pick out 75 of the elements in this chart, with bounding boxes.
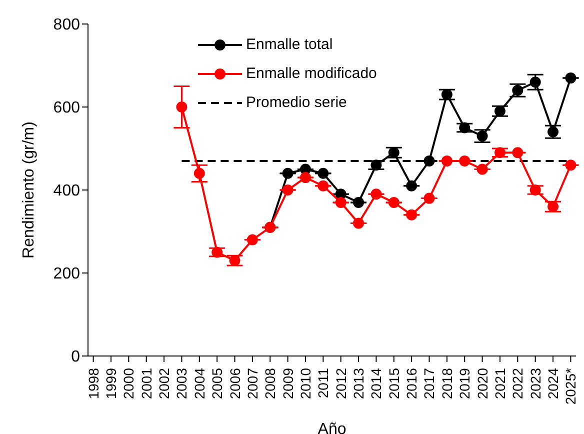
legend-label: Enmalle total [246,36,333,53]
point [282,184,294,196]
point [548,126,559,138]
point [548,201,559,212]
x-tick-label: 1998 [85,368,102,400]
x-tick-label: 2018 [438,368,455,400]
point [229,255,240,266]
point [424,192,435,204]
point [476,164,488,175]
point [406,180,418,192]
x-tick-label: 2007 [244,368,260,400]
legend-label: Enmalle modificado [246,65,377,82]
x-tick-label: 2013 [350,368,367,400]
point [318,168,329,179]
x-axis-title: Año [318,421,346,434]
x-tick-label: 2021 [492,368,508,400]
point [441,89,452,100]
x-tick-label: 1999 [102,368,119,400]
x-tick-label: 2004 [191,368,208,400]
x-tick-label: 2002 [156,368,172,400]
x-tick-label: 2000 [120,368,137,400]
y-tick-label: 0 [71,348,80,366]
point [476,130,488,142]
x-tick-label: 2014 [368,368,384,400]
point [494,106,506,117]
point [494,147,506,158]
x-tick-label: 2015 [386,368,402,400]
point [335,196,346,208]
point [353,218,364,229]
x-tick-label: 2025* [562,367,579,405]
x-tick-label: 2024 [545,368,562,400]
point [459,122,470,134]
y-tick-label: 600 [53,100,80,117]
x-tick-label: 2003 [174,368,190,400]
x-tick-label: 2017 [421,368,438,400]
y-axis-title: Rendimiento (gr/m) [20,122,38,258]
x-tick-label: 2005 [209,368,226,400]
point [512,84,524,96]
x-tick-label: 2011 [315,368,332,398]
point [530,76,541,88]
legend-label: Promedio serie [246,94,347,111]
point [459,155,470,166]
y-tick-label: 200 [53,266,80,283]
x-tick-label: 2001 [138,368,154,400]
point [353,196,364,208]
x-tick-label: 2022 [510,368,526,400]
x-tick-label: 2010 [297,368,314,400]
point [565,72,576,84]
x-tick-label: 2020 [474,368,490,400]
point [370,160,382,171]
point [565,160,576,171]
point [530,184,541,196]
point [406,209,418,220]
x-tick-label: 2016 [404,368,420,400]
x-tick-label: 2012 [332,368,349,400]
x-tick-label: 2009 [280,368,296,400]
point [424,155,435,166]
point [194,168,205,179]
y-tick-label: 800 [53,16,80,34]
y-tick-label: 400 [53,182,80,200]
point [176,102,188,112]
point [441,155,452,166]
point [370,188,382,200]
point [300,172,311,184]
point [388,196,400,208]
x-tick-label: 2006 [226,368,243,400]
point [318,180,329,192]
point [246,234,258,246]
point [212,246,223,258]
point [282,168,294,179]
point [512,147,524,158]
x-tick-label: 2019 [456,368,473,400]
point [388,147,400,158]
x-tick-label: 2008 [262,368,278,400]
x-tick-label: 2023 [527,368,544,400]
